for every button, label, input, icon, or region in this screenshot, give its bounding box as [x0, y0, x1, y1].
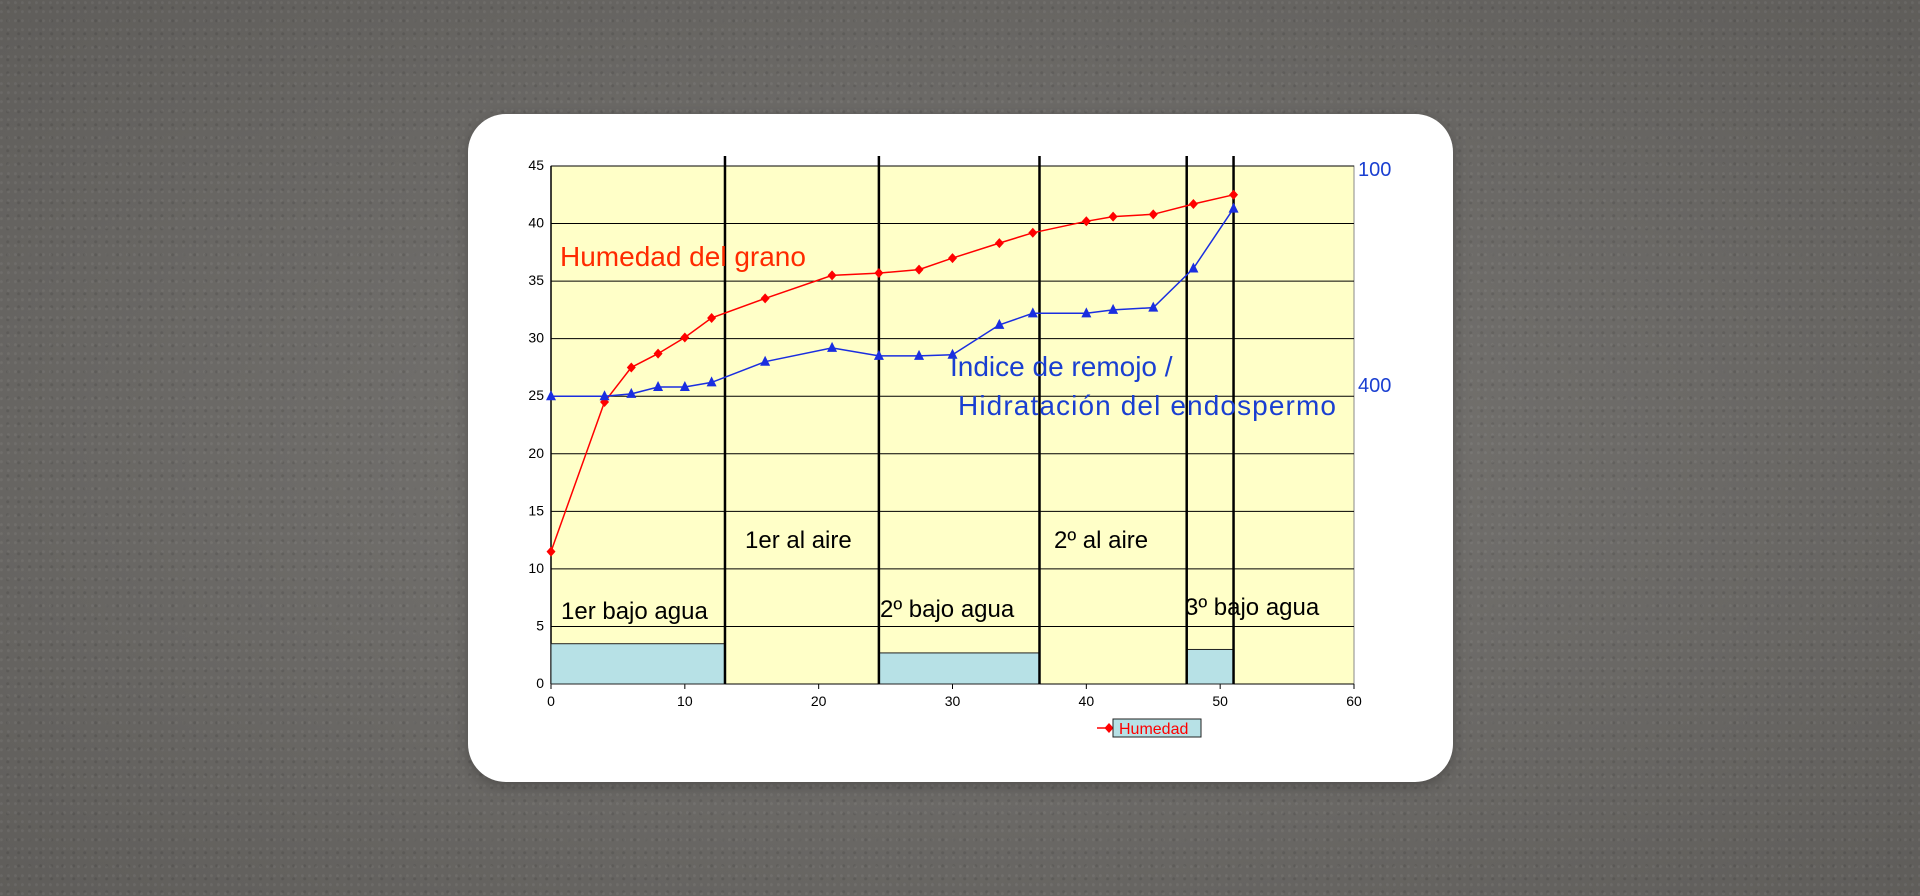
y-tick-label: 40: [528, 215, 544, 231]
legend-marker: [1104, 723, 1114, 733]
data-point: [1108, 211, 1118, 222]
underwater-bar: [1186, 648, 1235, 685]
data-point: [1228, 202, 1239, 213]
y-tick-label: 20: [528, 445, 544, 461]
data-point: [1188, 262, 1199, 273]
data-point: [653, 348, 663, 359]
data-point: [706, 376, 717, 387]
data-point: [1027, 307, 1038, 318]
x-tick-label: 0: [547, 693, 555, 709]
annotation-phase-5: 3º bajo agua: [1185, 594, 1320, 621]
data-point: [914, 349, 925, 360]
data-point: [546, 546, 556, 557]
annotation-indice-label-2: Hidratación del endospermo: [958, 390, 1336, 421]
x-tick-label: 40: [1079, 693, 1095, 709]
data-point: [1229, 189, 1239, 200]
x-tick-label: 60: [1346, 693, 1362, 709]
y-tick-label: 5: [536, 617, 544, 633]
annotation-phase-3: 2º bajo agua: [880, 596, 1015, 623]
data-point: [827, 341, 838, 352]
legend-box: [1112, 718, 1202, 738]
annotation-phase-4: 2º al aire: [1054, 527, 1148, 554]
annotation-phase-1: 1er bajo agua: [561, 598, 708, 625]
series-line-1: [550, 194, 1234, 552]
y-tick-label: 10: [528, 560, 544, 576]
y-tick-label: 45: [528, 157, 544, 173]
plot-area: [550, 165, 1355, 685]
annotation-phase-2: 1er al aire: [745, 527, 852, 554]
data-point: [1081, 307, 1092, 318]
right-axis-label: 100: [1358, 159, 1391, 181]
data-point: [1148, 301, 1159, 312]
underwater-bar: [878, 652, 1040, 685]
data-point: [948, 253, 957, 264]
data-point: [994, 318, 1005, 329]
data-point: [626, 387, 637, 398]
data-point: [626, 362, 636, 373]
x-tick-label: 50: [1212, 693, 1228, 709]
annotation-indice-label-1: Indice de remojo /: [950, 351, 1173, 382]
underwater-bar: [550, 643, 726, 685]
right-axis-label: 400: [1358, 375, 1391, 397]
data-point: [653, 381, 664, 392]
data-point: [546, 390, 556, 401]
data-point: [680, 332, 690, 343]
data-point: [1028, 227, 1038, 238]
data-point: [947, 348, 958, 359]
data-point: [760, 293, 770, 304]
data-point: [873, 349, 884, 360]
data-point: [1108, 303, 1119, 314]
data-point: [874, 268, 884, 279]
chart-svg: 0 5 10 15 20 25 30 35 40 45 0 10 20 30 40 50 60 100 400 Hum…: [528, 156, 1391, 738]
data-point: [827, 270, 837, 281]
data-point: [707, 312, 717, 323]
y-tick-label: 15: [528, 502, 544, 518]
y-tick-label: 0: [536, 675, 544, 691]
data-point: [599, 390, 610, 401]
series-line-2: [551, 208, 1235, 397]
data-point: [914, 264, 924, 275]
y-tick-label: 30: [528, 330, 544, 346]
x-tick-label: 10: [677, 693, 693, 709]
annotation-humedad-label: Humedad del grano: [560, 241, 806, 272]
data-point: [1081, 216, 1091, 227]
y-tick-label: 25: [528, 387, 544, 403]
data-point: [1188, 198, 1198, 209]
legend-label: Humedad: [1119, 721, 1188, 738]
y-tick-label: 35: [528, 272, 544, 288]
x-tick-label: 20: [811, 693, 827, 709]
data-point: [1148, 209, 1158, 220]
data-point: [679, 381, 690, 392]
data-point: [994, 238, 1004, 249]
chart-card: 0 5 10 15 20 25 30 35 40 45 0 10 20 30 40 50 60 100 400 Hum…: [468, 114, 1453, 782]
x-tick-label: 30: [945, 693, 961, 709]
data-point: [760, 355, 771, 366]
